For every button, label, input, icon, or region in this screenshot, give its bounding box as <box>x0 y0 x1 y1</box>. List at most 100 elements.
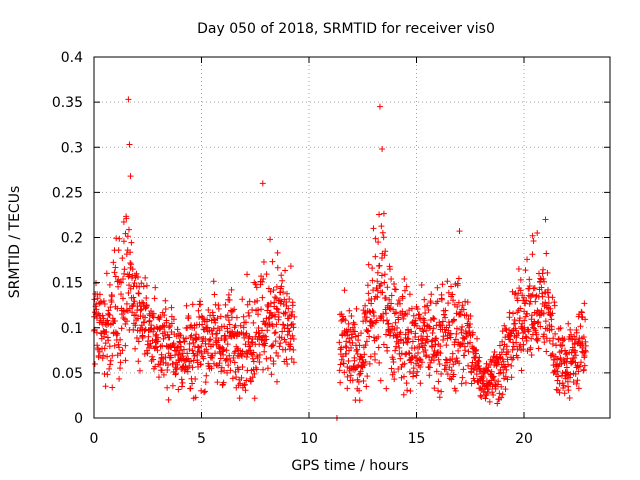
data-point <box>337 379 344 386</box>
data-point <box>390 306 397 313</box>
data-point <box>541 339 548 346</box>
data-point <box>362 358 369 365</box>
data-point <box>184 368 191 375</box>
data-point <box>361 351 368 358</box>
data-point <box>344 332 351 339</box>
data-point <box>280 321 287 328</box>
data-point <box>445 289 452 296</box>
data-point <box>344 385 351 392</box>
data-point <box>157 313 164 320</box>
data-point <box>273 349 280 356</box>
data-point <box>348 312 355 319</box>
data-point <box>135 358 142 365</box>
data-point <box>354 346 361 353</box>
data-point <box>351 328 358 335</box>
data-point <box>93 315 100 322</box>
data-point <box>337 361 344 368</box>
data-point <box>405 336 412 343</box>
data-point <box>162 332 169 339</box>
data-point <box>528 312 535 319</box>
data-point <box>495 359 502 366</box>
data-point <box>496 342 503 349</box>
data-point <box>391 369 398 376</box>
data-point <box>355 332 362 339</box>
data-point <box>367 353 374 360</box>
data-point <box>554 377 561 384</box>
data-point <box>174 326 181 333</box>
data-point <box>189 380 196 387</box>
data-point <box>267 300 274 307</box>
data-point <box>145 333 152 340</box>
axis-ticks: 0 0.05 0.1 0.15 0.2 0.25 0.3 0.35 0.4 0 5 10 15 20 <box>52 50 610 447</box>
data-point <box>581 300 588 307</box>
data-point <box>534 335 541 342</box>
data-point <box>109 384 116 391</box>
data-point <box>223 356 230 363</box>
data-point <box>364 282 371 289</box>
data-point <box>459 323 466 330</box>
data-point <box>130 294 137 301</box>
data-point <box>135 338 142 345</box>
data-point <box>225 291 232 298</box>
data-point <box>577 363 584 370</box>
data-point <box>170 341 177 348</box>
data-point <box>450 371 457 378</box>
data-point <box>115 341 122 348</box>
data-point <box>499 356 506 363</box>
data-point <box>519 320 526 327</box>
data-point <box>122 342 129 349</box>
data-point <box>436 394 443 401</box>
data-point <box>376 103 383 110</box>
data-point <box>447 334 454 341</box>
data-point <box>559 369 566 376</box>
data-point <box>548 316 555 323</box>
data-point <box>208 365 215 372</box>
data-point <box>404 339 411 346</box>
data-point <box>228 286 235 293</box>
data-point <box>417 364 424 371</box>
data-point <box>454 303 461 310</box>
data-point <box>356 397 363 404</box>
data-point <box>211 316 218 323</box>
data-point <box>284 331 291 338</box>
data-point <box>363 383 370 390</box>
data-point <box>446 322 453 329</box>
data-point <box>216 327 223 334</box>
data-point <box>263 271 270 278</box>
data-point <box>150 356 157 363</box>
data-point <box>388 275 395 282</box>
data-point <box>160 335 167 342</box>
data-point <box>473 366 480 373</box>
data-point <box>379 229 386 236</box>
data-point <box>118 279 125 286</box>
data-point <box>162 305 169 312</box>
data-point <box>269 258 276 265</box>
data-point <box>198 343 205 350</box>
data-point <box>267 236 274 243</box>
data-point <box>177 339 184 346</box>
data-point <box>516 315 523 322</box>
data-point <box>239 363 246 370</box>
data-point <box>214 330 221 337</box>
data-point <box>165 324 172 331</box>
data-point <box>380 317 387 324</box>
data-point <box>143 294 150 301</box>
data-point <box>567 371 574 378</box>
data-point <box>362 342 369 349</box>
data-point <box>460 334 467 341</box>
data-point <box>131 280 138 287</box>
data-point <box>463 311 470 318</box>
data-point <box>232 322 239 329</box>
data-point <box>484 390 491 397</box>
data-point <box>503 366 510 373</box>
data-point <box>556 389 563 396</box>
data-point <box>189 364 196 371</box>
data-point <box>384 347 391 354</box>
data-point <box>112 273 119 280</box>
data-point <box>571 333 578 340</box>
data-point <box>161 312 168 319</box>
data-point <box>575 368 582 375</box>
data-point <box>126 141 133 148</box>
data-point <box>164 367 171 374</box>
data-point <box>229 375 236 382</box>
